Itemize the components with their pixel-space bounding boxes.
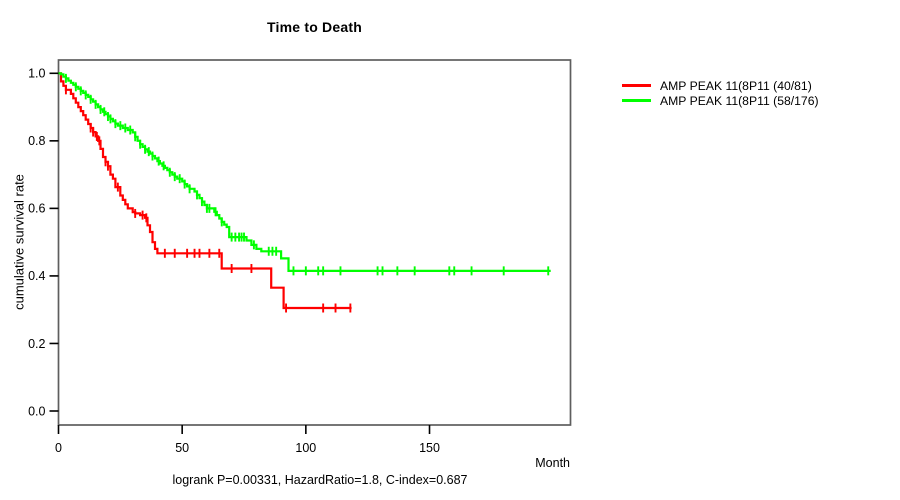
y-axis-tick-label: 0.0 bbox=[28, 404, 45, 418]
y-axis-tick-label: 0.8 bbox=[28, 134, 45, 148]
y-axis-tick-label: 0.2 bbox=[28, 337, 45, 351]
x-axis-tick-label: 100 bbox=[295, 441, 316, 455]
y-axis-tick-label: 1.0 bbox=[28, 67, 45, 81]
x-axis-unit-label: Month bbox=[535, 456, 570, 470]
legend-line-swatch bbox=[622, 84, 651, 87]
legend: AMP PEAK 11(8P11 (40/81) AMP PEAK 11(8P11… bbox=[622, 78, 819, 108]
legend-item-red: AMP PEAK 11(8P11 (40/81) bbox=[622, 78, 819, 93]
survival-curve-red bbox=[58, 72, 352, 310]
legend-label: AMP PEAK 11(8P11 (40/81) bbox=[660, 78, 812, 93]
logrank-stats-caption: logrank P=0.00331, HazardRatio=1.8, C-in… bbox=[172, 473, 468, 487]
y-axis-tick-label: 0.4 bbox=[28, 269, 45, 283]
survival-curve-green bbox=[58, 72, 551, 272]
legend-line-swatch bbox=[622, 99, 651, 102]
legend-label: AMP PEAK 11(8P11 (58/176) bbox=[660, 93, 819, 108]
y-axis-tick-label: 0.6 bbox=[28, 202, 45, 216]
legend-item-green: AMP PEAK 11(8P11 (58/176) bbox=[622, 93, 819, 108]
chart-title: Time to Death bbox=[267, 19, 362, 35]
y-axis-title: cumulative survival rate bbox=[11, 174, 27, 310]
x-axis-tick-label: 150 bbox=[419, 441, 440, 455]
plot-box bbox=[57, 59, 572, 426]
x-axis-tick-label: 0 bbox=[55, 441, 62, 455]
x-axis-tick-label: 50 bbox=[175, 441, 189, 455]
